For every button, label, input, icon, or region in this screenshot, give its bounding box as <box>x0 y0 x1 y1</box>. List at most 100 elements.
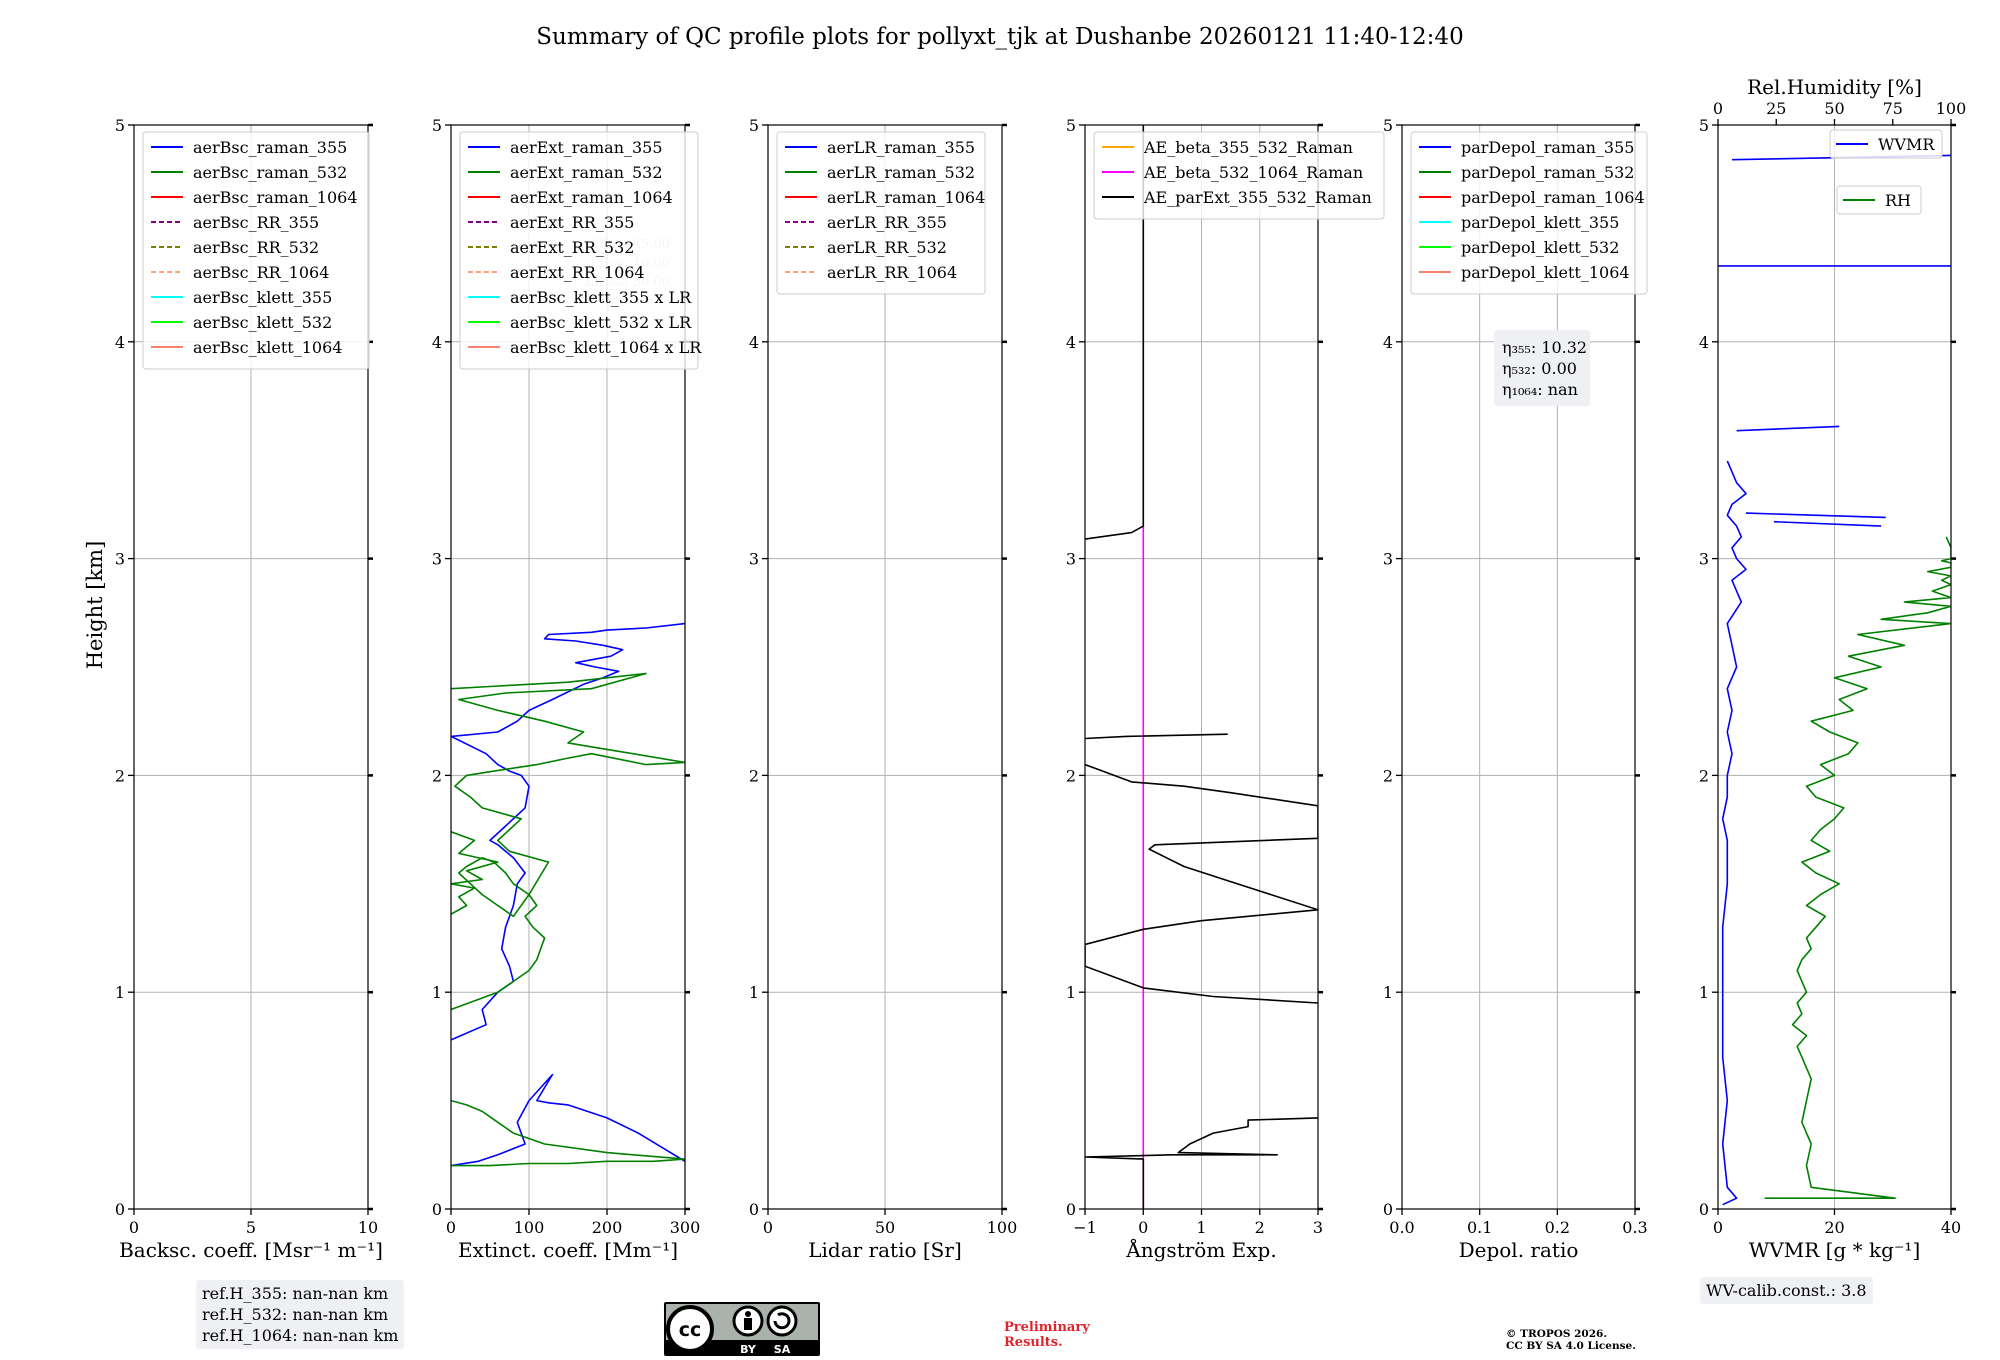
x-axis-label: Depol. ratio <box>1459 1238 1579 1262</box>
y-tick-label: 2 <box>115 766 125 785</box>
top-x-tick-label: 25 <box>1766 99 1786 118</box>
series-ae-parext-355-532-raman-2-2- <box>1085 733 1228 740</box>
axes-frame <box>1401 124 1636 1210</box>
x-tick-label: 3 <box>1313 1218 1323 1237</box>
legend-label: aerBsc_raman_355 <box>193 138 347 157</box>
y-tick-label: 3 <box>115 550 125 569</box>
legend-label: aerLR_raman_1064 <box>827 188 985 207</box>
series-aerext-raman-355 <box>451 1073 685 1167</box>
x-tick-label: 5 <box>246 1218 256 1237</box>
legend-label: aerBsc_klett_532 <box>193 313 332 332</box>
y-tick-label: 4 <box>1383 333 1393 352</box>
legend-label: parDepol_raman_1064 <box>1461 188 1645 207</box>
y-tick-label: 4 <box>115 333 125 352</box>
legend-label: aerBsc_RR_532 <box>193 238 319 257</box>
top-x-tick-label: 0 <box>1713 99 1723 118</box>
legend-label: parDepol_klett_1064 <box>1461 263 1630 282</box>
x-tick-label: −1 <box>1073 1218 1097 1237</box>
x-tick-label: 40 <box>1941 1218 1961 1237</box>
legend-box <box>1829 129 1943 159</box>
y-tick-label: 4 <box>432 333 442 352</box>
axes-frame <box>450 124 686 1210</box>
x-tick-label: 0 <box>129 1218 139 1237</box>
y-tick-label: 2 <box>749 766 759 785</box>
legend-label: aerBsc_RR_355 <box>193 213 319 232</box>
legend-label: AE_beta_355_532_Raman <box>1143 138 1353 157</box>
panel-depol: 0 1 2 3 4 5 0.0 0.1 0.2 0.3 Depol. ratio parDepol_r… <box>1383 116 1648 1262</box>
x-tick-label: 0 <box>1138 1218 1148 1237</box>
legend-label: aerExt_RR_1064 <box>510 263 645 282</box>
y-tick-label: 2 <box>1383 766 1393 785</box>
legend-label: aerBsc_RR_1064 <box>193 263 329 282</box>
x-axis-label: Backsc. coeff. [Msr⁻¹ m⁻¹] <box>119 1238 383 1262</box>
series-aerbsc-klett-x-lr-noisy- <box>451 831 499 915</box>
legend-label: aerLR_RR_532 <box>827 238 947 257</box>
y-tick-label: 5 <box>1066 116 1076 135</box>
wv-calib-const: WV-calib.const.: 3.8 <box>1706 1281 1867 1300</box>
sa-text: SA <box>774 1343 791 1356</box>
legend-label: aerExt_raman_532 <box>510 163 663 182</box>
legend-label: AE_parExt_355_532_Raman <box>1143 188 1372 207</box>
y-tick-label: 0 <box>1066 1200 1076 1219</box>
y-tick-label: 5 <box>1383 116 1393 135</box>
cc-license-badge: cc BY SA <box>664 1302 820 1356</box>
series-ae-parext-355-532-raman-top- <box>1085 125 1145 540</box>
legend-label: aerLR_raman_355 <box>827 138 975 157</box>
legend-label: parDepol_raman_532 <box>1461 163 1634 182</box>
x-tick-label: 20 <box>1824 1218 1844 1237</box>
x-tick-label: 10 <box>358 1218 378 1237</box>
y-tick-label: 5 <box>1699 116 1709 135</box>
series-group <box>451 622 685 1167</box>
eta-box <box>1494 330 1590 406</box>
legend-label: RH <box>1885 191 1911 210</box>
y-tick-label: 2 <box>1699 766 1709 785</box>
series-group <box>1085 125 1318 1209</box>
y-tick-label: 1 <box>749 983 759 1002</box>
refh-532: ref.H_532: nan-nan km <box>202 1305 389 1324</box>
y-tick-label: 1 <box>1699 983 1709 1002</box>
x-tick-label: 0 <box>763 1218 773 1237</box>
legend-label: aerLR_RR_1064 <box>827 263 957 282</box>
refh-1064: ref.H_1064: nan-nan km <box>202 1326 399 1345</box>
series-wvmr-segment-3-6 <box>1736 425 1840 432</box>
top-x-tick-label: 50 <box>1824 99 1844 118</box>
x-axis-label: Lidar ratio [Sr] <box>808 1238 962 1262</box>
top-x-axis-label: Rel.Humidity [%] <box>1747 75 1922 99</box>
legend-label: aerBsc_klett_1064 x LR <box>510 338 702 357</box>
axes-frame <box>767 124 1003 1210</box>
y-tick-label: 3 <box>1383 550 1393 569</box>
y-tick-label: 0 <box>749 1200 759 1219</box>
x-tick-label: 2 <box>1255 1218 1265 1237</box>
copyright-note: © TROPOS 2026. CC BY SA 4.0 License. <box>1506 1328 1636 1352</box>
legend-label: aerExt_RR_532 <box>510 238 634 257</box>
series-wvmr-segment-3-22 <box>1745 512 1886 519</box>
legend-label: AE_beta_532_1064_Raman <box>1143 163 1363 182</box>
axes-frame <box>133 124 369 1210</box>
series-group <box>1718 154 1951 1206</box>
eta-label: η₃₅₅: 10.32 <box>1502 338 1587 357</box>
x-axis-label: WVMR [g * kg⁻¹] <box>1749 1238 1921 1262</box>
series-ae-parext-355-532-raman-low- <box>1085 1117 1318 1209</box>
y-tick-label: 5 <box>749 116 759 135</box>
legend-label: aerLR_RR_355 <box>827 213 947 232</box>
x-tick-label: 50 <box>875 1218 895 1237</box>
legend-box <box>776 131 986 295</box>
y-tick-label: 0 <box>1383 1200 1393 1219</box>
y-tick-label: 2 <box>1066 766 1076 785</box>
axes-frame <box>1717 124 1952 1210</box>
legend-box <box>1410 131 1648 295</box>
y-tick-label: 2 <box>432 766 442 785</box>
figure-title: Summary of QC profile plots for pollyxt_… <box>536 24 1463 50</box>
sa-icon <box>766 1305 798 1337</box>
legend-box <box>459 131 699 370</box>
copyright-line-2: CC BY SA 4.0 License. <box>1506 1340 1636 1352</box>
legend-label: WVMR <box>1878 135 1935 154</box>
x-tick-label: 0.1 <box>1467 1218 1492 1237</box>
legend-label: aerBsc_klett_1064 <box>193 338 342 357</box>
x-tick-label: 0 <box>446 1218 456 1237</box>
series-aerext-raman-355-upper- <box>451 622 685 1041</box>
x-tick-label: 300 <box>670 1218 701 1237</box>
